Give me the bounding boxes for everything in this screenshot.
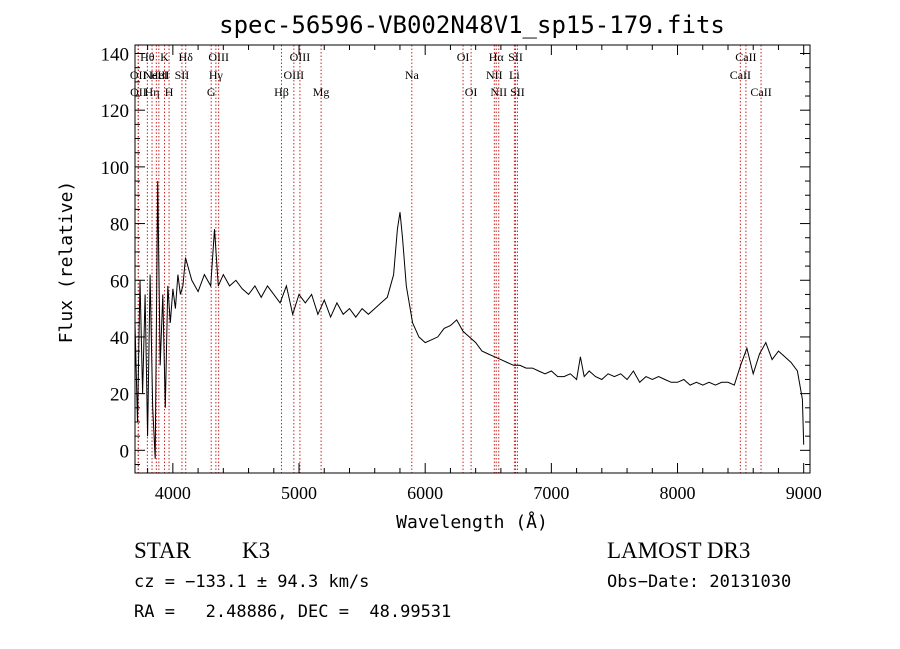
feature-label: CaII bbox=[750, 85, 771, 99]
y-tick-label: 80 bbox=[110, 215, 129, 236]
feature-label: Hα bbox=[489, 50, 505, 64]
x-tick-label: 8000 bbox=[660, 483, 696, 503]
feature-label: OII bbox=[130, 68, 147, 82]
feature-label: SII bbox=[175, 68, 190, 82]
feature-label: Hβ bbox=[274, 85, 289, 99]
x-tick-label: 7000 bbox=[533, 483, 569, 503]
feature-label: NII bbox=[490, 85, 507, 99]
feature-label: Li bbox=[509, 68, 520, 82]
feature-label: NeIII bbox=[143, 68, 169, 82]
feature-label: OII bbox=[130, 85, 147, 99]
y-axis-ticks: 0 20 40 60 80 100 120 140 bbox=[101, 45, 810, 465]
feature-label: CaII bbox=[730, 68, 751, 82]
feature-label: G bbox=[207, 85, 216, 99]
spectral-feature-lines bbox=[137, 45, 762, 473]
y-tick-label: 0 bbox=[120, 441, 130, 462]
x-axis-ticks: 4000 5000 6000 7000 8000 9000 bbox=[147, 45, 822, 503]
feature-label: Na bbox=[405, 68, 420, 82]
feature-label: H bbox=[165, 85, 174, 99]
feature-label: OI bbox=[465, 85, 478, 99]
feature-label: SII bbox=[508, 50, 523, 64]
x-tick-label: 4000 bbox=[155, 483, 191, 503]
y-axis-label: Flux (relative) bbox=[56, 181, 77, 344]
y-tick-label: 100 bbox=[101, 158, 130, 179]
sky-coordinates: RA = 2.48886, DEC = 48.99531 bbox=[134, 602, 452, 622]
feature-label: Hδ bbox=[179, 50, 194, 64]
feature-label: Hθ bbox=[140, 50, 155, 64]
feature-label: OI bbox=[457, 50, 470, 64]
survey-name: LAMOST DR3 bbox=[607, 538, 751, 563]
x-tick-label: 5000 bbox=[281, 483, 317, 503]
feature-label: Mg bbox=[313, 85, 330, 99]
object-type: STAR bbox=[134, 538, 191, 563]
feature-label: Hη bbox=[145, 85, 160, 99]
feature-label: OIII bbox=[290, 50, 311, 64]
y-tick-label: 140 bbox=[101, 45, 130, 66]
flux-series-line bbox=[134, 181, 805, 459]
feature-label: NII bbox=[486, 68, 503, 82]
plot-frame bbox=[134, 44, 811, 474]
feature-label: SII bbox=[510, 85, 525, 99]
x-tick-label: 6000 bbox=[407, 483, 443, 503]
redshift-velocity: cz = −133.1 ± 94.3 km/s bbox=[134, 572, 370, 592]
chart-title: spec-56596-VB002N48V1_sp15-179.fits bbox=[219, 11, 725, 39]
x-tick-label: 9000 bbox=[786, 483, 822, 503]
feature-label: Hγ bbox=[209, 68, 224, 82]
feature-label: HeI bbox=[150, 68, 168, 82]
observation-date: Obs−Date: 20131030 bbox=[607, 572, 792, 592]
feature-label: CaII bbox=[735, 50, 756, 64]
y-tick-label: 20 bbox=[110, 385, 129, 406]
feature-label: OIII bbox=[208, 50, 229, 64]
y-tick-label: 120 bbox=[101, 101, 130, 122]
feature-label: K bbox=[160, 50, 169, 64]
spectral-subclass: K3 bbox=[242, 538, 271, 563]
x-axis-label: Wavelength (Å) bbox=[396, 511, 548, 533]
feature-label: OIII bbox=[284, 68, 305, 82]
y-tick-label: 40 bbox=[110, 328, 129, 349]
spectral-feature-labels: OIIOIIHθHηNeIIIHeIKHSIIHδGHγOIIIHβOIIIOI… bbox=[130, 50, 772, 99]
y-tick-label: 60 bbox=[110, 271, 129, 292]
